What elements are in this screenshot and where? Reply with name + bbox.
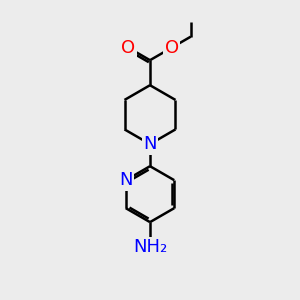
Text: N: N — [143, 135, 157, 153]
Text: NH₂: NH₂ — [133, 238, 167, 256]
Text: N: N — [119, 171, 133, 189]
Text: O: O — [165, 39, 179, 57]
Text: O: O — [121, 39, 135, 57]
